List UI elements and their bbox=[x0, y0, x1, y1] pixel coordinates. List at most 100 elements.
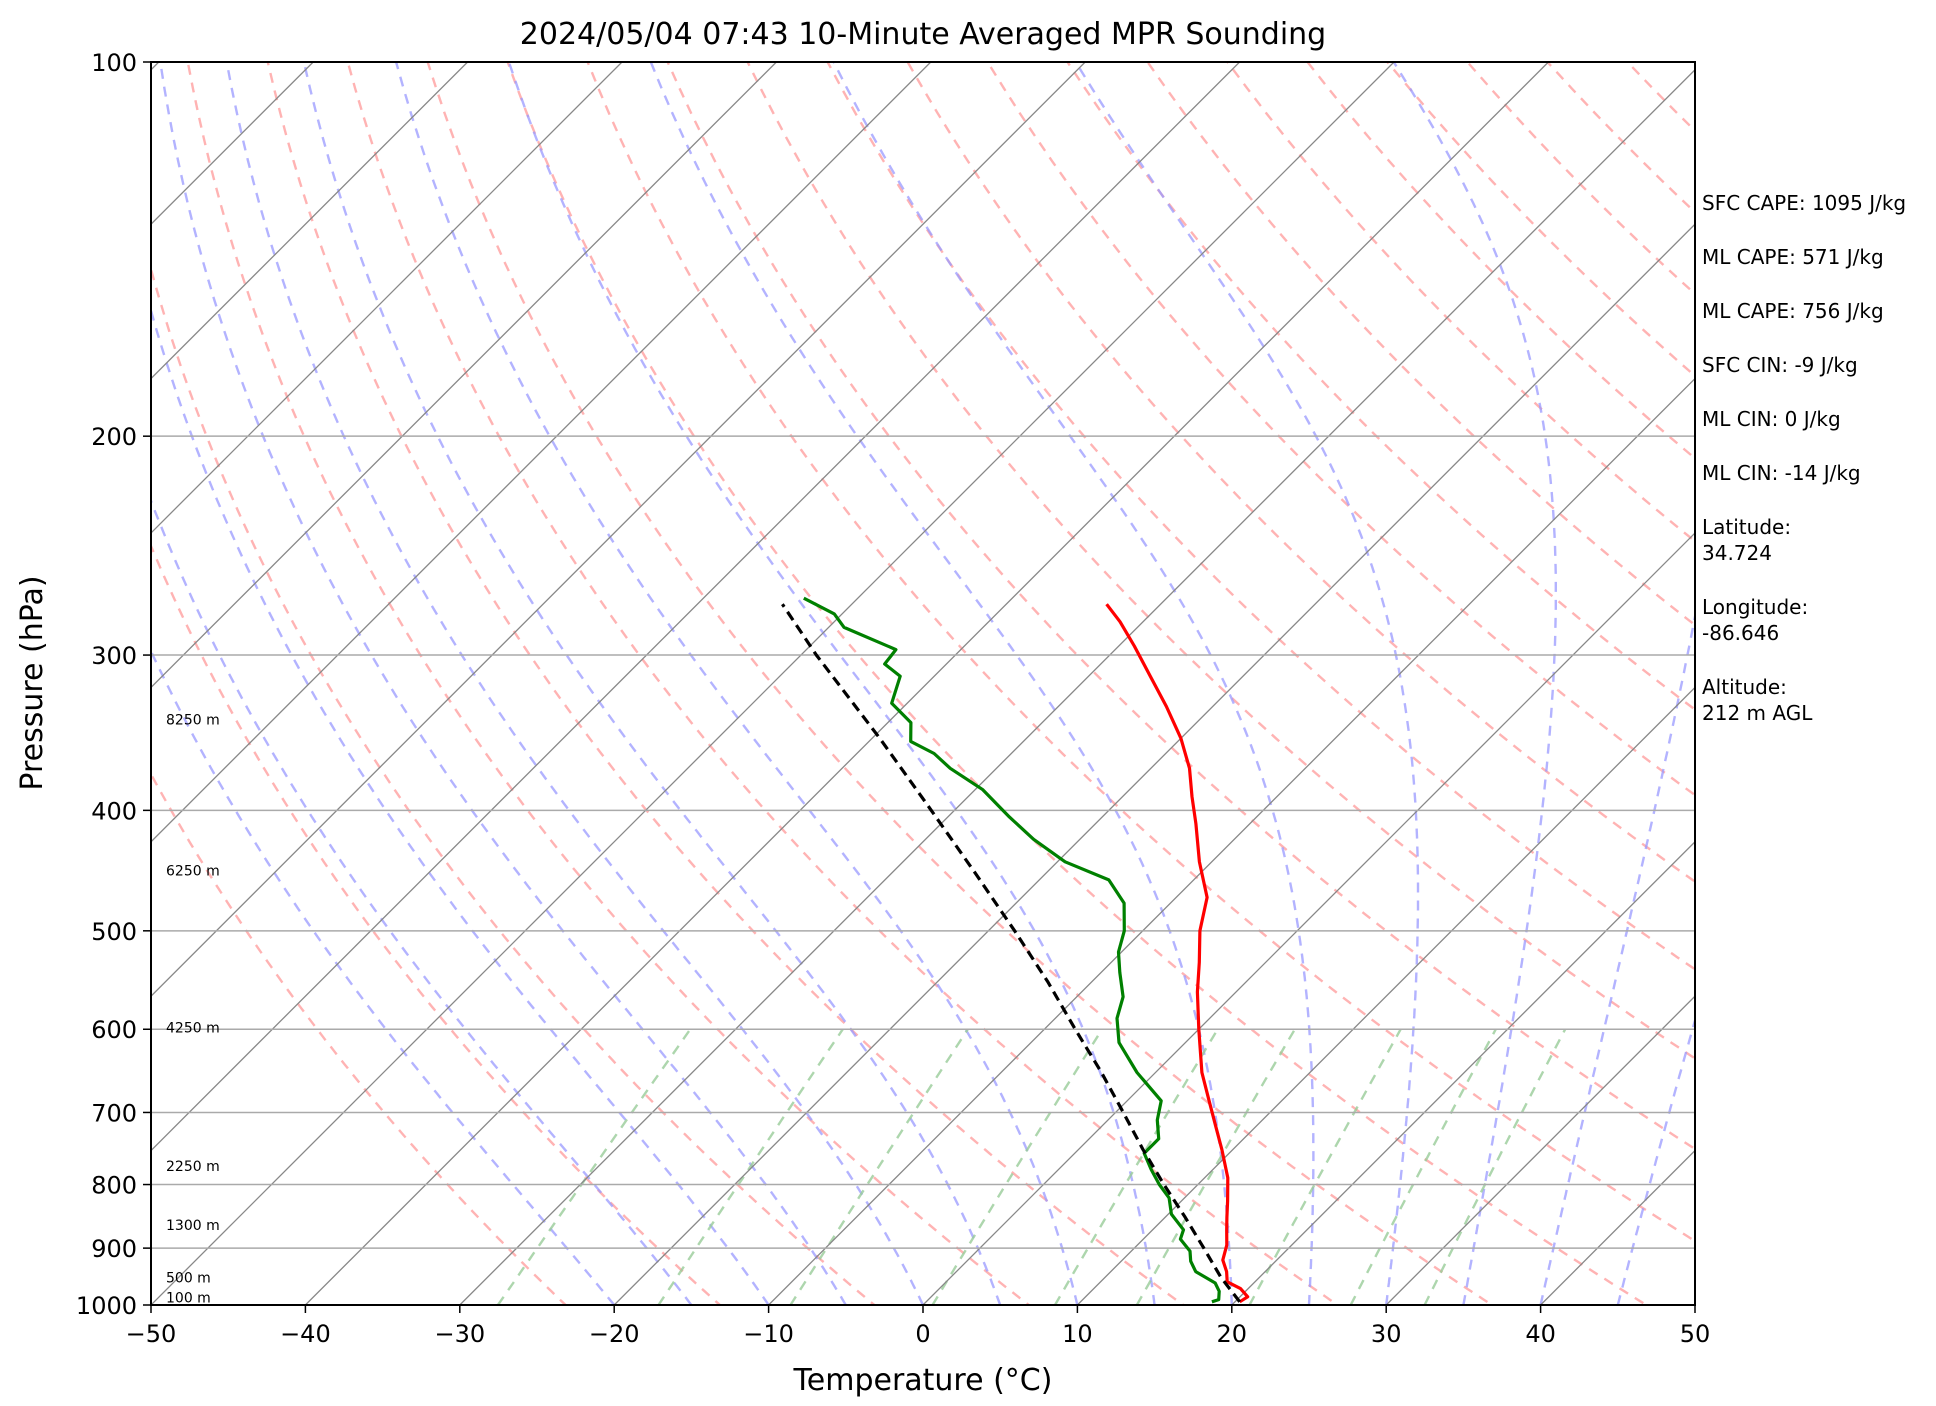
mixing-ratio-line bbox=[1135, 1028, 1296, 1305]
isotherm bbox=[151, 62, 777, 689]
x-tick-label: −50 bbox=[126, 1320, 177, 1348]
x-tick-label: −40 bbox=[280, 1320, 331, 1348]
stat-line: ML CIN: -14 J/kg bbox=[1702, 461, 1861, 485]
moist-adiabat bbox=[159, 62, 847, 1305]
isotherm bbox=[1231, 840, 1695, 1305]
series-temperature-line bbox=[1105, 603, 1250, 1304]
dry-adiabat bbox=[826, 62, 1695, 971]
height-label: 4250 m bbox=[166, 1020, 220, 1036]
moist-adiabat bbox=[1074, 62, 1420, 1305]
stat-line: Latitude: bbox=[1702, 515, 1791, 539]
plot-frame bbox=[150, 61, 1696, 1306]
height-label: 8250 m bbox=[166, 712, 220, 728]
moist-adiabat bbox=[151, 497, 693, 1305]
y-tick-label: 800 bbox=[91, 1172, 137, 1200]
moist-adiabat bbox=[151, 648, 616, 1305]
moist-adiabat bbox=[832, 62, 1315, 1305]
moist-adiabat bbox=[1616, 1016, 1695, 1305]
stat-line: SFC CAPE: 1095 J/kg bbox=[1702, 191, 1906, 215]
y-axis-label: Pressure (hPa) bbox=[15, 575, 50, 790]
isotherm bbox=[768, 377, 1695, 1305]
isotherm bbox=[151, 62, 469, 380]
stat-line: ML CIN: 0 J/kg bbox=[1702, 407, 1841, 431]
chart-title: 2024/05/04 07:43 10-Minute Averaged MPR … bbox=[520, 17, 1326, 52]
height-label: 500 m bbox=[166, 1270, 211, 1286]
dry-adiabat bbox=[151, 264, 877, 1305]
x-tick-label: 40 bbox=[1525, 1320, 1556, 1348]
isotherm bbox=[922, 532, 1695, 1305]
moist-adiabat bbox=[302, 62, 1002, 1305]
isotherm bbox=[151, 62, 932, 843]
dry-adiabat bbox=[506, 62, 1649, 1305]
height-label: 1300 m bbox=[166, 1218, 220, 1234]
x-tick-label: −30 bbox=[434, 1320, 485, 1348]
y-tick-label: 400 bbox=[91, 797, 137, 825]
x-tick-label: −20 bbox=[589, 1320, 640, 1348]
dry-adiabat bbox=[266, 62, 1186, 1305]
isotherm bbox=[151, 62, 1086, 998]
dry-adiabat bbox=[151, 543, 722, 1305]
dry-adiabat bbox=[1305, 62, 1695, 460]
isotherm bbox=[613, 223, 1695, 1305]
stat-line: 34.724 bbox=[1702, 541, 1772, 565]
stat-line: Altitude: bbox=[1702, 675, 1787, 699]
moist-adiabat bbox=[1392, 62, 1557, 1305]
x-tick-label: 50 bbox=[1680, 1320, 1711, 1348]
isotherm bbox=[151, 62, 623, 534]
moist-adiabat bbox=[507, 62, 1156, 1305]
dry-adiabat bbox=[426, 62, 1495, 1305]
mixing-ratio-line bbox=[1248, 1028, 1402, 1305]
y-tick-label: 100 bbox=[91, 49, 137, 77]
mixing-ratio-line bbox=[789, 1028, 969, 1305]
dry-adiabat bbox=[586, 62, 1695, 1243]
moist-adiabat bbox=[1539, 610, 1695, 1305]
mixing-ratio-line bbox=[931, 1028, 1104, 1305]
y-tick-label: 500 bbox=[91, 918, 137, 946]
x-axis-label: Temperature (°C) bbox=[793, 1363, 1053, 1398]
stat-line: 212 m AGL bbox=[1702, 701, 1813, 725]
height-label: 6250 m bbox=[166, 863, 220, 879]
y-tick-label: 1000 bbox=[76, 1292, 137, 1320]
isotherm bbox=[459, 68, 1695, 1305]
dry-adiabat bbox=[346, 62, 1340, 1305]
dry-adiabat bbox=[151, 771, 568, 1305]
stat-line: ML CAPE: 571 J/kg bbox=[1702, 245, 1884, 269]
moist-adiabat bbox=[225, 62, 925, 1305]
height-label: 100 m bbox=[166, 1290, 211, 1306]
mixing-ratio-line bbox=[496, 1028, 692, 1305]
moist-adiabat bbox=[394, 62, 1079, 1305]
mixing-ratio-line bbox=[1349, 1028, 1497, 1305]
stat-line: SFC CIN: -9 J/kg bbox=[1702, 353, 1858, 377]
y-tick-label: 900 bbox=[91, 1235, 137, 1263]
height-label: 2250 m bbox=[166, 1159, 220, 1175]
x-tick-label: 0 bbox=[915, 1320, 930, 1348]
isotherm bbox=[151, 62, 1241, 1152]
isotherm bbox=[151, 62, 1395, 1305]
series-parcel-line bbox=[781, 603, 1241, 1303]
stat-line: ML CAPE: 756 J/kg bbox=[1702, 299, 1884, 323]
dry-adiabat bbox=[186, 62, 1031, 1305]
isotherm bbox=[0, 62, 4, 1305]
x-tick-label: 30 bbox=[1371, 1320, 1402, 1348]
dry-adiabat bbox=[746, 62, 1695, 1060]
isotherm bbox=[1076, 686, 1695, 1305]
series-dewpoint-line bbox=[803, 596, 1221, 1304]
moist-adiabat bbox=[151, 306, 770, 1305]
y-tick-label: 700 bbox=[91, 1099, 137, 1127]
isotherm bbox=[1385, 995, 1695, 1305]
stat-line: -86.646 bbox=[1702, 621, 1779, 645]
dry-adiabat bbox=[666, 62, 1695, 1151]
x-tick-label: −10 bbox=[743, 1320, 794, 1348]
x-tick-label: 20 bbox=[1217, 1320, 1248, 1348]
dry-adiabat bbox=[1146, 62, 1695, 627]
mixing-ratio-line bbox=[657, 1028, 844, 1305]
x-tick-label: 10 bbox=[1062, 1320, 1093, 1348]
y-tick-label: 200 bbox=[91, 423, 137, 451]
mixing-ratio-line bbox=[1053, 1028, 1219, 1305]
dry-adiabat bbox=[986, 62, 1695, 797]
dry-adiabat bbox=[1226, 62, 1695, 543]
moist-adiabat bbox=[649, 62, 1233, 1305]
y-tick-label: 600 bbox=[91, 1016, 137, 1044]
y-tick-label: 300 bbox=[91, 642, 137, 670]
